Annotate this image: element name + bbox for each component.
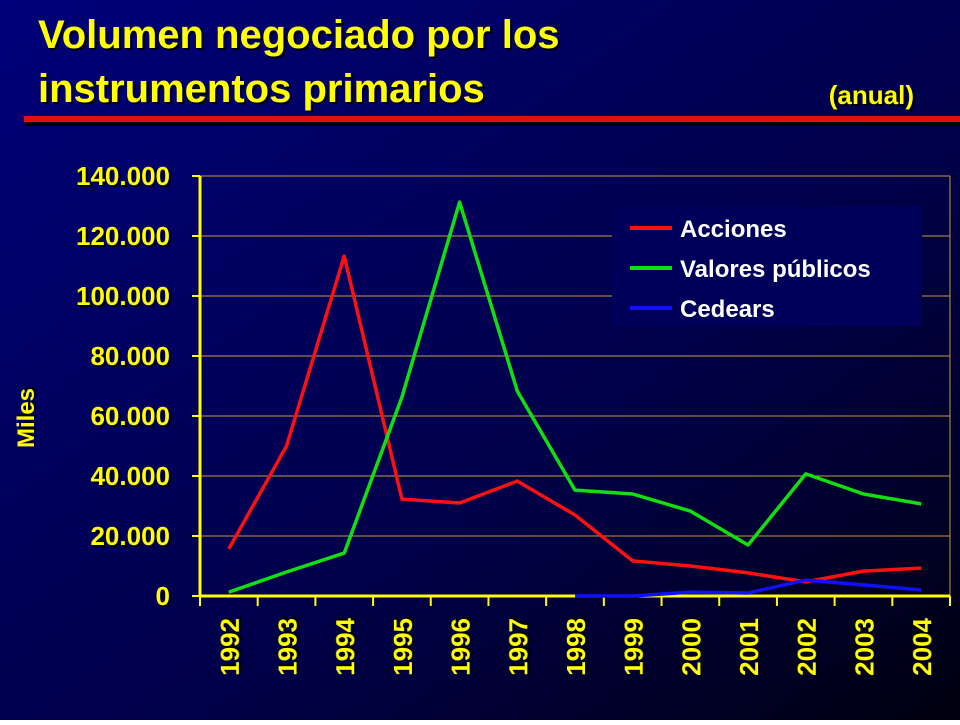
y-tick-label: 0 (156, 581, 170, 611)
series-line (575, 578, 922, 598)
title-line: Volumen negociado por los (38, 13, 560, 57)
y-tick-label: 100.000 (76, 281, 170, 311)
x-tick-label: 1999 (619, 618, 649, 676)
x-tick-label: 2004 (907, 617, 937, 675)
y-tick-label: 120.000 (76, 221, 170, 251)
x-tick-label: 1997 (503, 618, 533, 676)
x-tick-label: 2003 (849, 618, 879, 676)
y-axis-title: Miles (13, 388, 40, 448)
title-rule (24, 116, 960, 122)
x-tick-label: 2002 (792, 618, 822, 676)
title-rule-shadow (26, 121, 960, 126)
title-line: instrumentos primarios (38, 67, 485, 111)
series-line (227, 254, 922, 584)
x-tick-label: 1992 (215, 618, 245, 676)
x-tick-label: 1993 (273, 618, 303, 676)
y-tick-label: 80.000 (90, 341, 170, 371)
y-tick-label: 20.000 (90, 521, 170, 551)
plot: 0 20.000 40.000 60.000 80.000 100.000 120.000 1… (76, 161, 951, 676)
x-tick-label: 1994 (330, 617, 360, 675)
x-tick-label: 1995 (388, 618, 418, 676)
subtitle: (anual) (829, 80, 914, 110)
legend-label: Valores públicos (680, 256, 871, 283)
x-tick-label: 2000 (676, 618, 706, 676)
legend: Acciones Valores públicos Cedears (612, 206, 922, 326)
series-line (228, 200, 922, 594)
y-tick-label: 140.000 (76, 161, 170, 191)
x-tick-label: 1996 (446, 618, 476, 676)
x-tick-label: 1998 (561, 618, 591, 676)
legend-label: Acciones (680, 216, 787, 243)
x-tick-label: 2001 (734, 618, 764, 676)
legend-label: Cedears (680, 296, 775, 323)
y-tick-label: 40.000 (90, 461, 170, 491)
y-tick-label: 60.000 (90, 401, 170, 431)
